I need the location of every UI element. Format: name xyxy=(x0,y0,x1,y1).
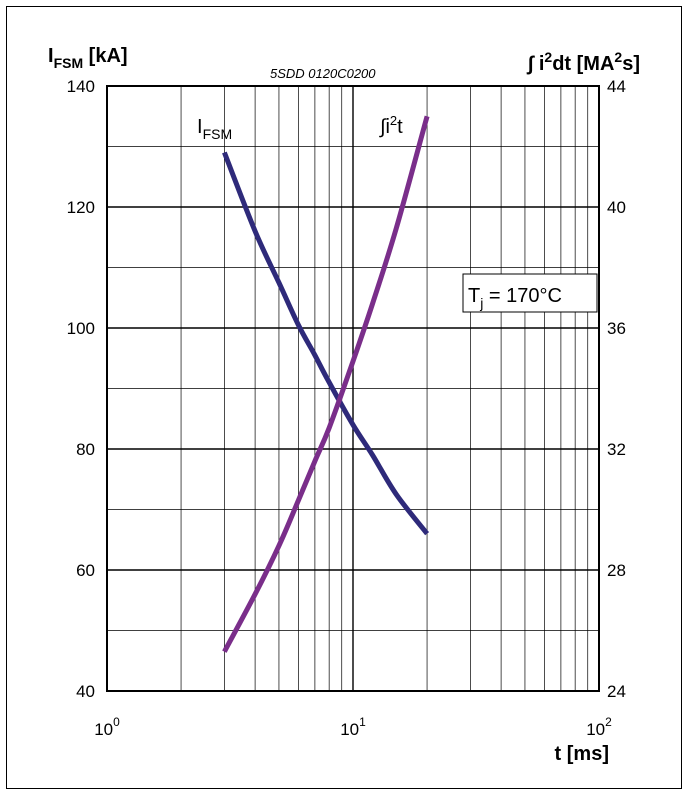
y-right-tick-label: 36 xyxy=(607,319,626,338)
series-label-i2t: ∫i2t xyxy=(379,113,403,138)
series-line-i2t xyxy=(222,115,430,653)
y-left-tick-label: 140 xyxy=(67,77,95,96)
series-line-ifsm xyxy=(222,151,430,536)
y-left-tick-label: 120 xyxy=(67,198,95,217)
y-left-tick-label: 80 xyxy=(76,440,95,459)
x-tick-label: 102 xyxy=(586,715,612,739)
x-tick-label: 100 xyxy=(94,715,120,739)
x-axis-title: t [ms] xyxy=(555,743,609,765)
y-right-axis-title: ∫ i2dt [MA2s] xyxy=(526,49,640,75)
curves xyxy=(222,115,430,653)
plot-border xyxy=(106,85,600,692)
y-left-tick-label: 60 xyxy=(76,561,95,580)
y-right-tick-label: 24 xyxy=(607,682,626,701)
condition-label: Tj = 170°C xyxy=(468,285,562,311)
y-right-tick-label: 44 xyxy=(607,77,626,96)
x-tick-label: 101 xyxy=(340,715,366,739)
y-right-tick-label: 28 xyxy=(607,561,626,580)
y-right-tick-label: 40 xyxy=(607,198,626,217)
series-label-ifsm: IFSM xyxy=(197,116,232,142)
y-right-tick-label: 32 xyxy=(607,440,626,459)
chart-code: 5SDD 0120C0200 xyxy=(270,66,376,81)
condition-box xyxy=(462,273,598,313)
y-left-tick-label: 40 xyxy=(76,682,95,701)
grid-lines xyxy=(106,86,600,691)
y-left-tick-label: 100 xyxy=(67,319,95,338)
chart-frame xyxy=(6,6,682,789)
y-left-axis-title: IFSM [kA] xyxy=(48,45,128,71)
tick-labels: 40 60 80 100 120 140 24 28 32 36 40 44 100 101 102 xyxy=(67,77,626,739)
